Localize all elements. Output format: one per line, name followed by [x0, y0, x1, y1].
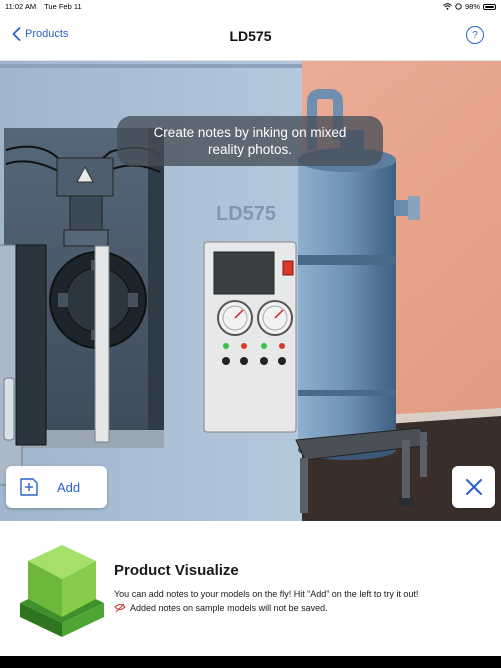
support-column: [15, 244, 47, 446]
location-icon: [455, 3, 462, 10]
tooltip-overlay: Create notes by inking on mixed reality …: [117, 116, 383, 166]
nozzle-cap: [408, 196, 420, 220]
gauge-needle: [234, 309, 244, 319]
stand-leg: [402, 440, 410, 500]
machine-label: LD575: [216, 203, 276, 225]
vacuum-tank: [298, 160, 396, 450]
specimen-shaft: [94, 245, 110, 443]
warning-text: Added notes on sample models will not be…: [130, 603, 328, 613]
chevron-left-icon: [12, 27, 21, 41]
info-card: Product Visualize You can add notes to y…: [6, 521, 495, 656]
close-icon: [465, 479, 482, 495]
battery-icon: [483, 3, 496, 10]
bottom-edge: [0, 656, 501, 668]
gauge-needle: [274, 309, 284, 319]
status-left: 11:02 AM Tue Feb 11: [5, 2, 88, 11]
control-knob: [278, 357, 286, 365]
control-knob: [260, 357, 268, 365]
help-button[interactable]: ?: [466, 26, 484, 44]
compartment-shadow: [148, 128, 164, 446]
side-nozzle: [394, 200, 412, 216]
exhaust-pipe: [307, 89, 343, 150]
add-note-button[interactable]: Add: [6, 466, 107, 508]
info-title: Product Visualize: [114, 562, 239, 579]
indicator-light: [261, 343, 267, 349]
gauge-ring: [262, 305, 288, 331]
control-knob: [240, 357, 248, 365]
tank-band: [298, 390, 396, 396]
back-button[interactable]: Products: [12, 27, 68, 41]
clamp-jaw: [58, 293, 68, 307]
back-label: Products: [25, 28, 69, 40]
indicator-light: [279, 343, 285, 349]
indicator-light: [241, 343, 247, 349]
power-switch: [282, 260, 294, 276]
stand-foot: [398, 498, 414, 506]
door-handle: [3, 377, 15, 441]
tank-stand: [295, 427, 431, 461]
status-right: 98%: [443, 2, 496, 11]
add-note-icon: [20, 478, 38, 496]
add-label: Add: [57, 479, 81, 495]
stand-leg: [300, 458, 308, 513]
lcd-display: [213, 251, 275, 295]
cabinet-top-trim: [0, 64, 302, 68]
wifi-icon: [443, 3, 452, 10]
clamp-jaw: [128, 293, 138, 307]
help-icon: ?: [472, 29, 478, 41]
cube-logo-icon: [20, 545, 104, 637]
navigation-bar: Products LD575 ?: [0, 14, 501, 61]
motor-body: [69, 195, 103, 231]
hazard-icon: [76, 165, 94, 183]
cable: [5, 160, 61, 173]
battery-percent: 98%: [464, 2, 480, 11]
close-button[interactable]: [452, 466, 495, 508]
gauge-ring: [222, 305, 248, 331]
tank-band: [298, 255, 396, 265]
warning-icon: [114, 603, 126, 613]
motor-coupling: [63, 229, 109, 247]
info-description: You can add notes to your models on the …: [114, 589, 419, 599]
page-title: LD575: [229, 28, 272, 44]
status-bar: 11:02 AM Tue Feb 11 98%: [0, 0, 501, 14]
stand-leg: [420, 432, 427, 477]
status-date: Tue Feb 11: [44, 2, 82, 11]
indicator-light: [223, 343, 229, 349]
info-warning: Added notes on sample models will not be…: [114, 603, 328, 613]
control-knob: [222, 357, 230, 365]
status-time: 11:02 AM: [5, 2, 37, 11]
